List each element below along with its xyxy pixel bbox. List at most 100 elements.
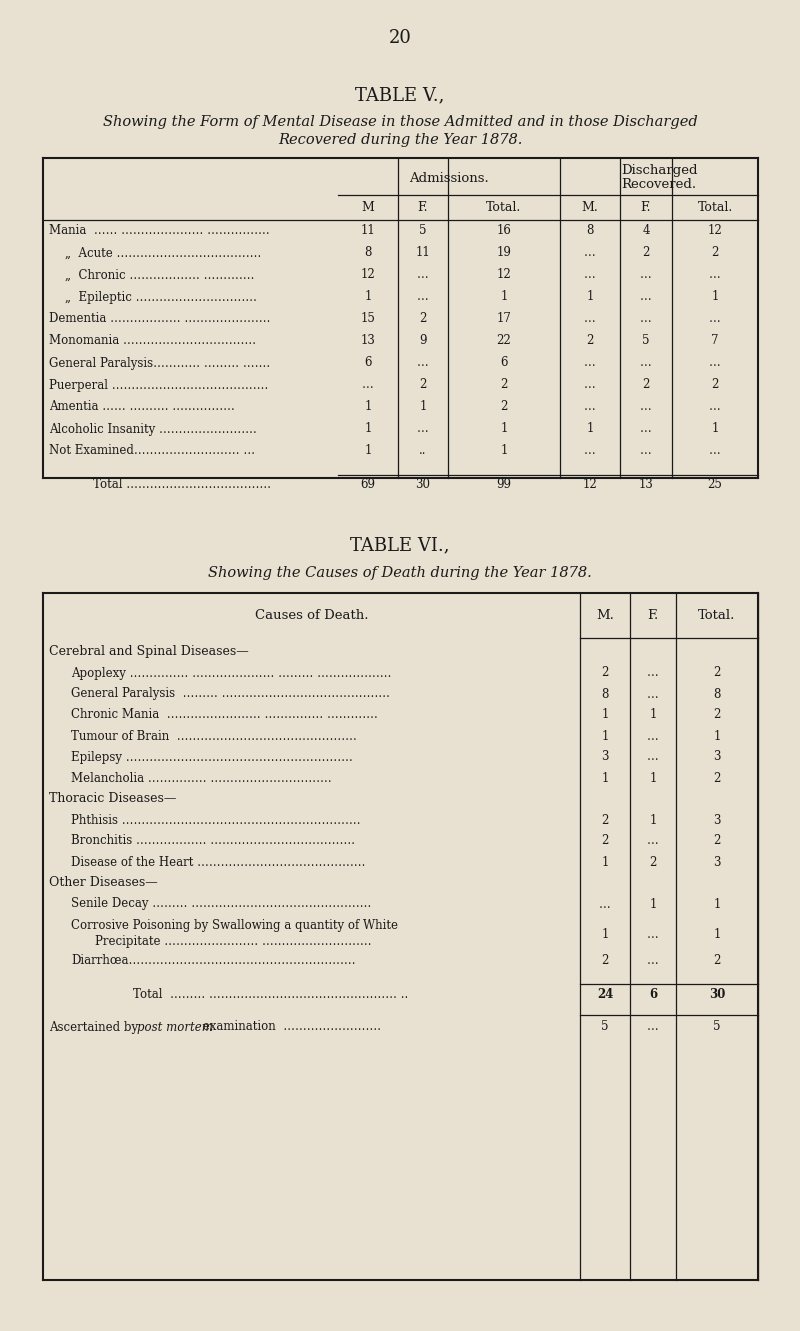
Text: Admissions.: Admissions. (409, 172, 489, 185)
Text: ..: .. (419, 445, 426, 458)
Text: 11: 11 (361, 225, 375, 237)
Text: Chronic Mania  …………………… …………… ………….: Chronic Mania …………………… …………… …………. (71, 708, 378, 721)
Text: …: … (584, 269, 596, 281)
Text: …: … (599, 897, 611, 910)
Text: …: … (640, 290, 652, 303)
Text: 4: 4 (642, 225, 650, 237)
Text: …: … (584, 357, 596, 370)
Text: Showing the Causes of Death during the Year 1878.: Showing the Causes of Death during the Y… (208, 566, 592, 580)
Text: 5: 5 (714, 1021, 721, 1033)
Text: 5: 5 (419, 225, 426, 237)
Text: 2: 2 (711, 378, 718, 391)
Text: …: … (640, 357, 652, 370)
Text: 19: 19 (497, 246, 511, 260)
Text: 2: 2 (602, 954, 609, 968)
Text: 5: 5 (642, 334, 650, 347)
Text: Total.: Total. (486, 201, 522, 214)
Text: Dementia ……………… ………………….: Dementia ……………… …………………. (49, 313, 270, 326)
Text: Recovered during the Year 1878.: Recovered during the Year 1878. (278, 133, 522, 146)
Text: „  Chronic ……………… ………….: „ Chronic ……………… …………. (65, 269, 254, 281)
Text: 9: 9 (419, 334, 426, 347)
Text: examination  …………………….: examination ……………………. (199, 1021, 381, 1033)
Text: …: … (647, 729, 659, 743)
Text: …: … (640, 269, 652, 281)
Text: …: … (584, 313, 596, 326)
Text: Corrosive Poisoning by Swallowing a quantity of White: Corrosive Poisoning by Swallowing a quan… (71, 918, 398, 932)
Text: 1: 1 (650, 897, 657, 910)
Text: 22: 22 (497, 334, 511, 347)
Text: 15: 15 (361, 313, 375, 326)
Text: …: … (647, 667, 659, 680)
Text: post mortem: post mortem (137, 1021, 213, 1033)
Text: 1: 1 (714, 729, 721, 743)
Text: 30: 30 (415, 479, 430, 491)
Text: Total ……………………………….: Total ………………………………. (93, 479, 271, 491)
Text: 12: 12 (582, 479, 598, 491)
Text: 2: 2 (714, 708, 721, 721)
Text: Not Examined……………………… …: Not Examined……………………… … (49, 445, 255, 458)
Text: …: … (417, 422, 429, 435)
Text: …: … (647, 688, 659, 700)
Text: Cerebral and Spinal Diseases—: Cerebral and Spinal Diseases— (49, 646, 249, 659)
Text: 6: 6 (649, 988, 657, 1001)
Text: F.: F. (641, 201, 651, 214)
Text: Monomania …………………………….: Monomania ……………………………. (49, 334, 256, 347)
Text: M.: M. (582, 201, 598, 214)
Text: 12: 12 (361, 269, 375, 281)
Text: 1: 1 (711, 290, 718, 303)
Text: 2: 2 (711, 246, 718, 260)
Text: 2: 2 (419, 313, 426, 326)
Text: Melancholia …………… ………………………….: Melancholia …………… …………………………. (71, 772, 332, 784)
Text: F.: F. (647, 610, 658, 622)
Text: 1: 1 (602, 729, 609, 743)
Text: …: … (417, 290, 429, 303)
Text: …: … (647, 954, 659, 968)
Text: …: … (640, 401, 652, 414)
Text: Discharged: Discharged (621, 164, 698, 177)
Text: 8: 8 (714, 688, 721, 700)
Text: Epilepsy ………………………………………………….: Epilepsy …………………………………………………. (71, 751, 353, 764)
Text: …: … (709, 269, 721, 281)
Text: …: … (362, 378, 374, 391)
Text: 1: 1 (500, 422, 508, 435)
Text: 1: 1 (711, 422, 718, 435)
Text: TABLE V.,: TABLE V., (355, 87, 445, 104)
Text: 1: 1 (364, 422, 372, 435)
Text: 3: 3 (714, 813, 721, 827)
Text: 13: 13 (361, 334, 375, 347)
Text: …: … (647, 928, 659, 941)
Text: 8: 8 (586, 225, 594, 237)
Text: Phthisis …………………………………………………….: Phthisis ……………………………………………………. (71, 813, 361, 827)
Text: 20: 20 (389, 29, 411, 47)
Text: 8: 8 (364, 246, 372, 260)
Text: 69: 69 (361, 479, 375, 491)
Text: 2: 2 (500, 401, 508, 414)
Text: 1: 1 (650, 708, 657, 721)
Text: M.: M. (596, 610, 614, 622)
Text: 1: 1 (714, 897, 721, 910)
Text: 1: 1 (364, 401, 372, 414)
Text: Total  ……… ………………………………………… ..: Total ……… ………………………………………… .. (133, 988, 408, 1001)
Text: 99: 99 (497, 479, 511, 491)
Text: 1: 1 (500, 445, 508, 458)
Text: Ascertained by: Ascertained by (49, 1021, 142, 1033)
Text: 25: 25 (707, 479, 722, 491)
Text: …: … (640, 313, 652, 326)
Text: Mania  …… ………………… …………….: Mania …… ………………… ……………. (49, 225, 270, 237)
Text: 1: 1 (602, 708, 609, 721)
Text: …: … (584, 246, 596, 260)
Text: 11: 11 (416, 246, 430, 260)
Text: 1: 1 (364, 290, 372, 303)
Text: 1: 1 (602, 772, 609, 784)
Text: …: … (647, 751, 659, 764)
Text: 24: 24 (597, 988, 613, 1001)
Text: Total.: Total. (698, 610, 736, 622)
Text: 2: 2 (714, 667, 721, 680)
Text: 1: 1 (364, 445, 372, 458)
Text: 2: 2 (714, 772, 721, 784)
Text: 1: 1 (586, 422, 594, 435)
Text: …: … (709, 445, 721, 458)
Text: Tumour of Brain  ……………………………………….: Tumour of Brain ………………………………………. (71, 729, 357, 743)
Text: 8: 8 (602, 688, 609, 700)
Text: Amentia …… ………. …………….: Amentia …… ………. ……………. (49, 401, 234, 414)
